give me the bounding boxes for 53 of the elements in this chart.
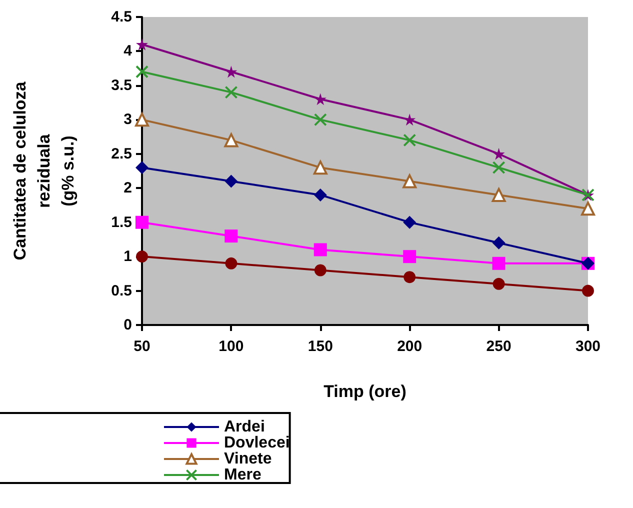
x-axis-title: Timp (ore): [324, 382, 406, 401]
point: [404, 114, 416, 126]
y-tick-label: 2: [124, 180, 132, 197]
point: [224, 86, 238, 99]
point: [314, 243, 327, 256]
x-tick-label: 150: [308, 338, 333, 355]
point: [403, 134, 416, 147]
point: [314, 113, 327, 126]
point: [136, 216, 148, 229]
y-tick-label: 2.5: [111, 145, 132, 162]
point: [582, 284, 594, 297]
point: [581, 202, 595, 216]
legend-label: Dovlecei: [224, 434, 290, 452]
y-tick-label: 0: [124, 316, 132, 334]
y-tick-label: 1: [124, 248, 132, 266]
y-axis-title: Cantitatea de celuloza reziduala (g% s.u.): [10, 81, 78, 260]
point: [492, 148, 505, 160]
x-tick-label: 250: [486, 338, 512, 355]
x-tick-label: 300: [575, 338, 601, 355]
point: [404, 271, 416, 284]
point: [136, 161, 148, 174]
point: [224, 133, 238, 148]
point: [402, 174, 417, 188]
point: [492, 256, 506, 270]
legend-label: Ardei: [224, 418, 265, 436]
point: [224, 174, 238, 188]
y-tick-label: 4: [124, 42, 133, 60]
point: [136, 65, 148, 78]
y-tick-label: 4.5: [111, 8, 132, 26]
point: [136, 250, 148, 263]
point: [314, 188, 327, 202]
y-tick-label: 3: [124, 111, 132, 128]
legend-label: Vinete: [224, 450, 272, 468]
x-tick-label: 100: [218, 338, 244, 355]
point: [492, 161, 506, 174]
point: [225, 257, 238, 270]
y-tick-label: 0.5: [111, 282, 132, 300]
legend-label: Mere: [224, 466, 262, 484]
y-tick-label: 3.5: [111, 76, 132, 94]
point: [492, 188, 506, 202]
point: [314, 93, 326, 106]
x-tick-label: 50: [134, 338, 150, 355]
y-tick-label: 1.5: [111, 214, 132, 231]
point: [492, 278, 505, 290]
point: [136, 38, 148, 50]
point: [403, 216, 416, 229]
point: [314, 264, 326, 276]
point: [224, 230, 238, 243]
point: [492, 236, 506, 250]
point: [225, 66, 238, 78]
point: [313, 160, 328, 175]
x-tick-label: 200: [397, 338, 422, 355]
point: [403, 250, 416, 264]
